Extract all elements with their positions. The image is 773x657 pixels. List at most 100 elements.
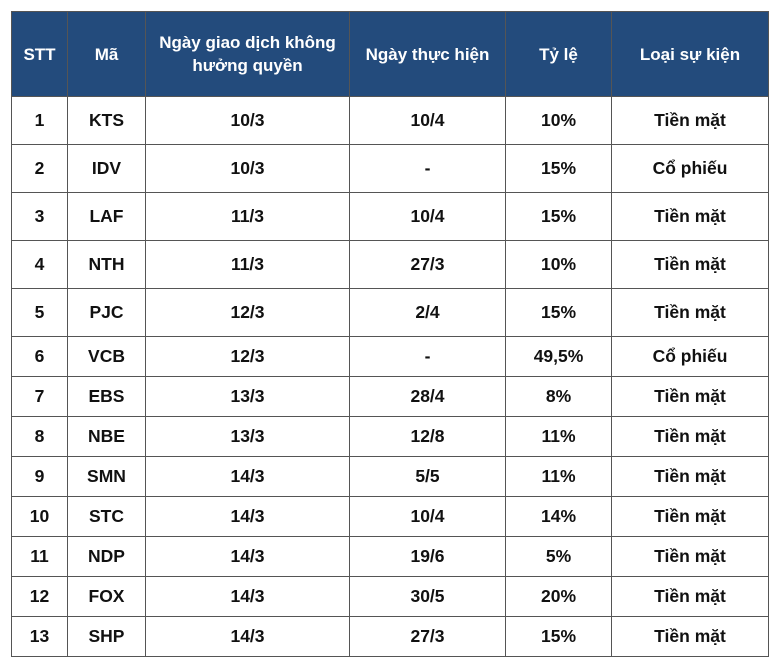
cell-stt: 3 xyxy=(11,192,68,241)
cell-stt: 1 xyxy=(11,96,68,145)
table-row: 1 KTS 10/3 10/4 10% Tiền mặt xyxy=(11,96,769,145)
cell-execution-date: 30/5 xyxy=(349,576,506,617)
cell-execution-date: 10/4 xyxy=(349,96,506,145)
cell-ex-rights-date: 11/3 xyxy=(145,192,350,241)
cell-stt: 6 xyxy=(11,336,68,377)
table-row: 9 SMN 14/3 5/5 11% Tiền mặt xyxy=(11,456,769,497)
cell-event-type: Tiền mặt xyxy=(611,576,769,617)
cell-ratio: 14% xyxy=(505,496,612,537)
cell-ratio: 49,5% xyxy=(505,336,612,377)
table-row: 8 NBE 13/3 12/8 11% Tiền mặt xyxy=(11,416,769,457)
cell-event-type: Tiền mặt xyxy=(611,456,769,497)
cell-stt: 2 xyxy=(11,144,68,193)
cell-ex-rights-date: 13/3 xyxy=(145,416,350,457)
cell-execution-date: 5/5 xyxy=(349,456,506,497)
cell-ticker: VCB xyxy=(67,336,146,377)
cell-ratio: 11% xyxy=(505,416,612,457)
cell-event-type: Tiền mặt xyxy=(611,288,769,337)
cell-ratio: 10% xyxy=(505,96,612,145)
cell-ex-rights-date: 10/3 xyxy=(145,96,350,145)
cell-ratio: 15% xyxy=(505,288,612,337)
cell-event-type: Tiền mặt xyxy=(611,616,769,657)
table-row: 5 PJC 12/3 2/4 15% Tiền mặt xyxy=(11,288,769,337)
cell-event-type: Tiền mặt xyxy=(611,192,769,241)
header-execution-date: Ngày thực hiện xyxy=(349,11,506,97)
cell-event-type: Tiền mặt xyxy=(611,416,769,457)
cell-execution-date: 19/6 xyxy=(349,536,506,577)
cell-execution-date: 10/4 xyxy=(349,496,506,537)
cell-stt: 4 xyxy=(11,240,68,289)
cell-ticker: PJC xyxy=(67,288,146,337)
table-row: 6 VCB 12/3-49,5% Cổ phiếu xyxy=(11,336,769,377)
cell-ticker: NTH xyxy=(67,240,146,289)
cell-ratio: 5% xyxy=(505,536,612,577)
cell-ticker: NBE xyxy=(67,416,146,457)
cell-ex-rights-date: 10/3 xyxy=(145,144,350,193)
cell-stt: 11 xyxy=(11,536,68,577)
table-header: STT Mã Ngày giao dịch không hưởng quyền … xyxy=(11,11,769,97)
table-row: 10 STC 14/3 10/4 14% Tiền mặt xyxy=(11,496,769,537)
header-ratio: Tỷ lệ xyxy=(505,11,612,97)
cell-ratio: 15% xyxy=(505,192,612,241)
cell-ex-rights-date: 13/3 xyxy=(145,376,350,417)
cell-ticker: LAF xyxy=(67,192,146,241)
cell-ticker: SHP xyxy=(67,616,146,657)
cell-ratio: 8% xyxy=(505,376,612,417)
cell-execution-date: 27/3 xyxy=(349,616,506,657)
table-row: 11 NDP 14/3 19/6 5% Tiền mặt xyxy=(11,536,769,577)
cell-event-type: Tiền mặt xyxy=(611,376,769,417)
header-event-type: Loại sự kiện xyxy=(611,11,769,97)
table-row: 13 SHP 14/3 27/3 15% Tiền mặt xyxy=(11,616,769,657)
cell-execution-date: 27/3 xyxy=(349,240,506,289)
header-stt: STT xyxy=(11,11,68,97)
rights-schedule-table-container: STT Mã Ngày giao dịch không hưởng quyền … xyxy=(11,11,769,657)
rights-schedule-table: STT Mã Ngày giao dịch không hưởng quyền … xyxy=(11,11,769,657)
cell-stt: 5 xyxy=(11,288,68,337)
table-body: 1 KTS 10/3 10/4 10% Tiền mặt 2 IDV 10/3-15% Cổ ph… xyxy=(11,96,769,657)
cell-event-type: Tiền mặt xyxy=(611,240,769,289)
cell-event-type: Cổ phiếu xyxy=(611,144,769,193)
cell-ex-rights-date: 14/3 xyxy=(145,536,350,577)
header-ex-rights-date: Ngày giao dịch không hưởng quyền xyxy=(145,11,350,97)
cell-stt: 12 xyxy=(11,576,68,617)
cell-stt: 7 xyxy=(11,376,68,417)
cell-execution-date: 28/4 xyxy=(349,376,506,417)
cell-ex-rights-date: 12/3 xyxy=(145,288,350,337)
table-row: 2 IDV 10/3-15% Cổ phiếu xyxy=(11,144,769,193)
table-row: 3 LAF 11/3 10/4 15% Tiền mặt xyxy=(11,192,769,241)
cell-ticker: KTS xyxy=(67,96,146,145)
cell-ratio: 10% xyxy=(505,240,612,289)
cell-stt: 9 xyxy=(11,456,68,497)
cell-event-type: Cổ phiếu xyxy=(611,336,769,377)
cell-stt: 10 xyxy=(11,496,68,537)
cell-ratio: 20% xyxy=(505,576,612,617)
table-row: 4 NTH 11/3 27/3 10% Tiền mặt xyxy=(11,240,769,289)
cell-stt: 8 xyxy=(11,416,68,457)
cell-event-type: Tiền mặt xyxy=(611,536,769,577)
cell-event-type: Tiền mặt xyxy=(611,96,769,145)
cell-execution-date: - xyxy=(349,144,506,193)
cell-ratio: 15% xyxy=(505,144,612,193)
cell-stt: 13 xyxy=(11,616,68,657)
cell-ticker: SMN xyxy=(67,456,146,497)
cell-ticker: STC xyxy=(67,496,146,537)
header-ticker: Mã xyxy=(67,11,146,97)
cell-ex-rights-date: 14/3 xyxy=(145,576,350,617)
cell-ex-rights-date: 11/3 xyxy=(145,240,350,289)
cell-ticker: EBS xyxy=(67,376,146,417)
table-row: 7 EBS 13/3 28/4 8% Tiền mặt xyxy=(11,376,769,417)
cell-ticker: FOX xyxy=(67,576,146,617)
cell-ratio: 11% xyxy=(505,456,612,497)
cell-event-type: Tiền mặt xyxy=(611,496,769,537)
cell-execution-date: 10/4 xyxy=(349,192,506,241)
cell-ticker: NDP xyxy=(67,536,146,577)
header-row: STT Mã Ngày giao dịch không hưởng quyền … xyxy=(11,11,769,97)
cell-ticker: IDV xyxy=(67,144,146,193)
cell-execution-date: - xyxy=(349,336,506,377)
cell-ex-rights-date: 12/3 xyxy=(145,336,350,377)
cell-execution-date: 2/4 xyxy=(349,288,506,337)
cell-execution-date: 12/8 xyxy=(349,416,506,457)
cell-ex-rights-date: 14/3 xyxy=(145,496,350,537)
cell-ex-rights-date: 14/3 xyxy=(145,456,350,497)
table-row: 12 FOX 14/3 30/5 20% Tiền mặt xyxy=(11,576,769,617)
